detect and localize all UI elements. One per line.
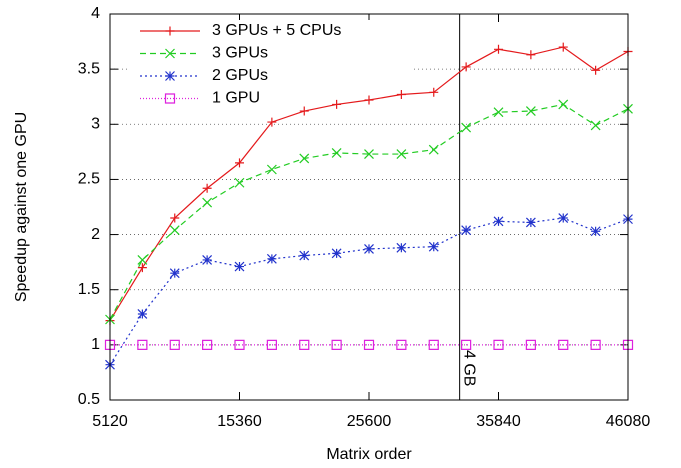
point-marker (429, 87, 439, 97)
point-marker (558, 99, 569, 110)
point-marker (396, 242, 407, 253)
point-marker (169, 268, 180, 279)
x-tick-label: 25600 (347, 413, 392, 430)
point-marker (331, 248, 342, 259)
legend-label: 1 GPU (212, 90, 260, 107)
point-marker (363, 339, 375, 350)
point-marker (234, 177, 245, 188)
point-marker (525, 217, 536, 228)
x-tick-label: 5120 (92, 413, 128, 430)
point-marker (331, 339, 342, 350)
point-marker (137, 339, 148, 350)
x-tick-label: 15360 (217, 413, 262, 430)
point-marker (396, 339, 407, 350)
point-marker (461, 339, 472, 350)
legend-marker (164, 93, 176, 104)
y-tick-label: 1 (91, 336, 100, 353)
point-marker (396, 90, 406, 100)
y-tick-label: 1.5 (78, 281, 100, 298)
point-marker (104, 339, 116, 350)
legend-marker (165, 48, 175, 59)
point-marker (202, 339, 213, 350)
point-marker (266, 253, 277, 264)
y-tick-label: 2.5 (78, 171, 100, 188)
point-marker (590, 120, 601, 131)
series-line (109, 217, 629, 366)
point-marker (299, 339, 310, 350)
point-marker (364, 95, 374, 105)
point-marker (558, 339, 569, 350)
point-marker (493, 107, 504, 118)
point-marker (428, 144, 439, 155)
point-marker (591, 65, 601, 75)
point-marker (137, 309, 148, 319)
point-marker (396, 149, 407, 159)
point-marker (331, 148, 342, 158)
point-marker (202, 255, 213, 265)
point-marker (590, 226, 601, 237)
point-marker (266, 164, 277, 175)
legend-background (128, 20, 413, 118)
legend-marker (165, 71, 175, 81)
point-marker (137, 263, 147, 273)
point-marker (461, 122, 472, 133)
y-tick-label: 3 (91, 116, 100, 133)
legend-marker (165, 26, 175, 36)
legend-label: 3 GPUs (212, 45, 268, 62)
legend-label: 2 GPUs (212, 67, 268, 84)
annotation-label: 4 GB (460, 350, 477, 386)
point-marker (266, 339, 277, 350)
point-marker (169, 339, 180, 350)
x-axis-label: Matrix order (326, 446, 412, 463)
point-marker (525, 339, 536, 350)
point-marker (622, 339, 634, 350)
point-marker (299, 153, 310, 164)
series-line (109, 103, 629, 320)
point-marker (590, 339, 601, 350)
y-tick-label: 0.5 (78, 391, 100, 408)
point-marker (332, 99, 342, 109)
point-marker (267, 117, 277, 127)
point-marker (494, 44, 503, 54)
y-axis-label: Speedup against one GPU (13, 112, 30, 302)
point-marker (493, 339, 504, 350)
legend-label: 3 GPUs + 5 CPUs (212, 22, 341, 39)
x-tick-label: 46080 (606, 413, 651, 430)
point-marker (234, 339, 245, 350)
point-marker (428, 241, 439, 252)
y-tick-label: 2 (91, 226, 100, 243)
point-marker (202, 183, 212, 193)
point-marker (299, 250, 310, 261)
point-marker (235, 158, 244, 168)
point-marker (234, 261, 245, 272)
y-tick-label: 3.5 (78, 60, 100, 77)
point-marker (169, 225, 180, 236)
point-marker (364, 149, 374, 159)
point-marker (493, 216, 504, 227)
point-marker (461, 225, 472, 236)
y-tick-label: 4 (91, 5, 100, 22)
point-marker (428, 339, 439, 350)
point-marker (170, 213, 180, 223)
point-marker (137, 255, 148, 265)
x-tick-label: 35840 (476, 413, 521, 430)
point-marker (558, 42, 568, 52)
point-marker (461, 62, 471, 72)
plot-border (109, 13, 629, 401)
point-marker (558, 213, 569, 223)
point-marker (202, 197, 213, 208)
point-marker (364, 243, 374, 254)
point-marker (299, 106, 309, 116)
point-marker (526, 50, 536, 60)
point-marker (525, 106, 536, 116)
